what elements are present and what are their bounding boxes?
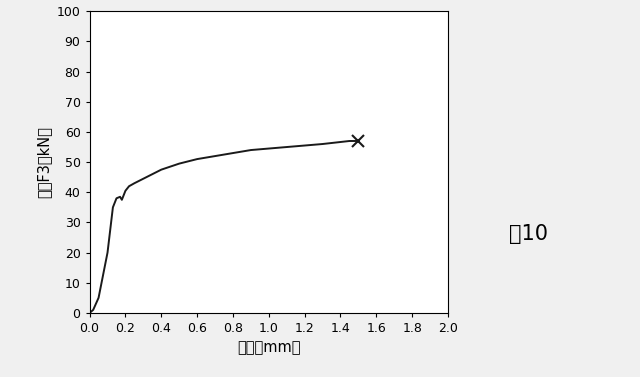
Y-axis label: 荷重F3（kN）: 荷重F3（kN） — [36, 126, 51, 198]
Text: 囱10: 囱10 — [509, 224, 548, 244]
X-axis label: 変位（mm）: 変位（mm） — [237, 340, 301, 356]
